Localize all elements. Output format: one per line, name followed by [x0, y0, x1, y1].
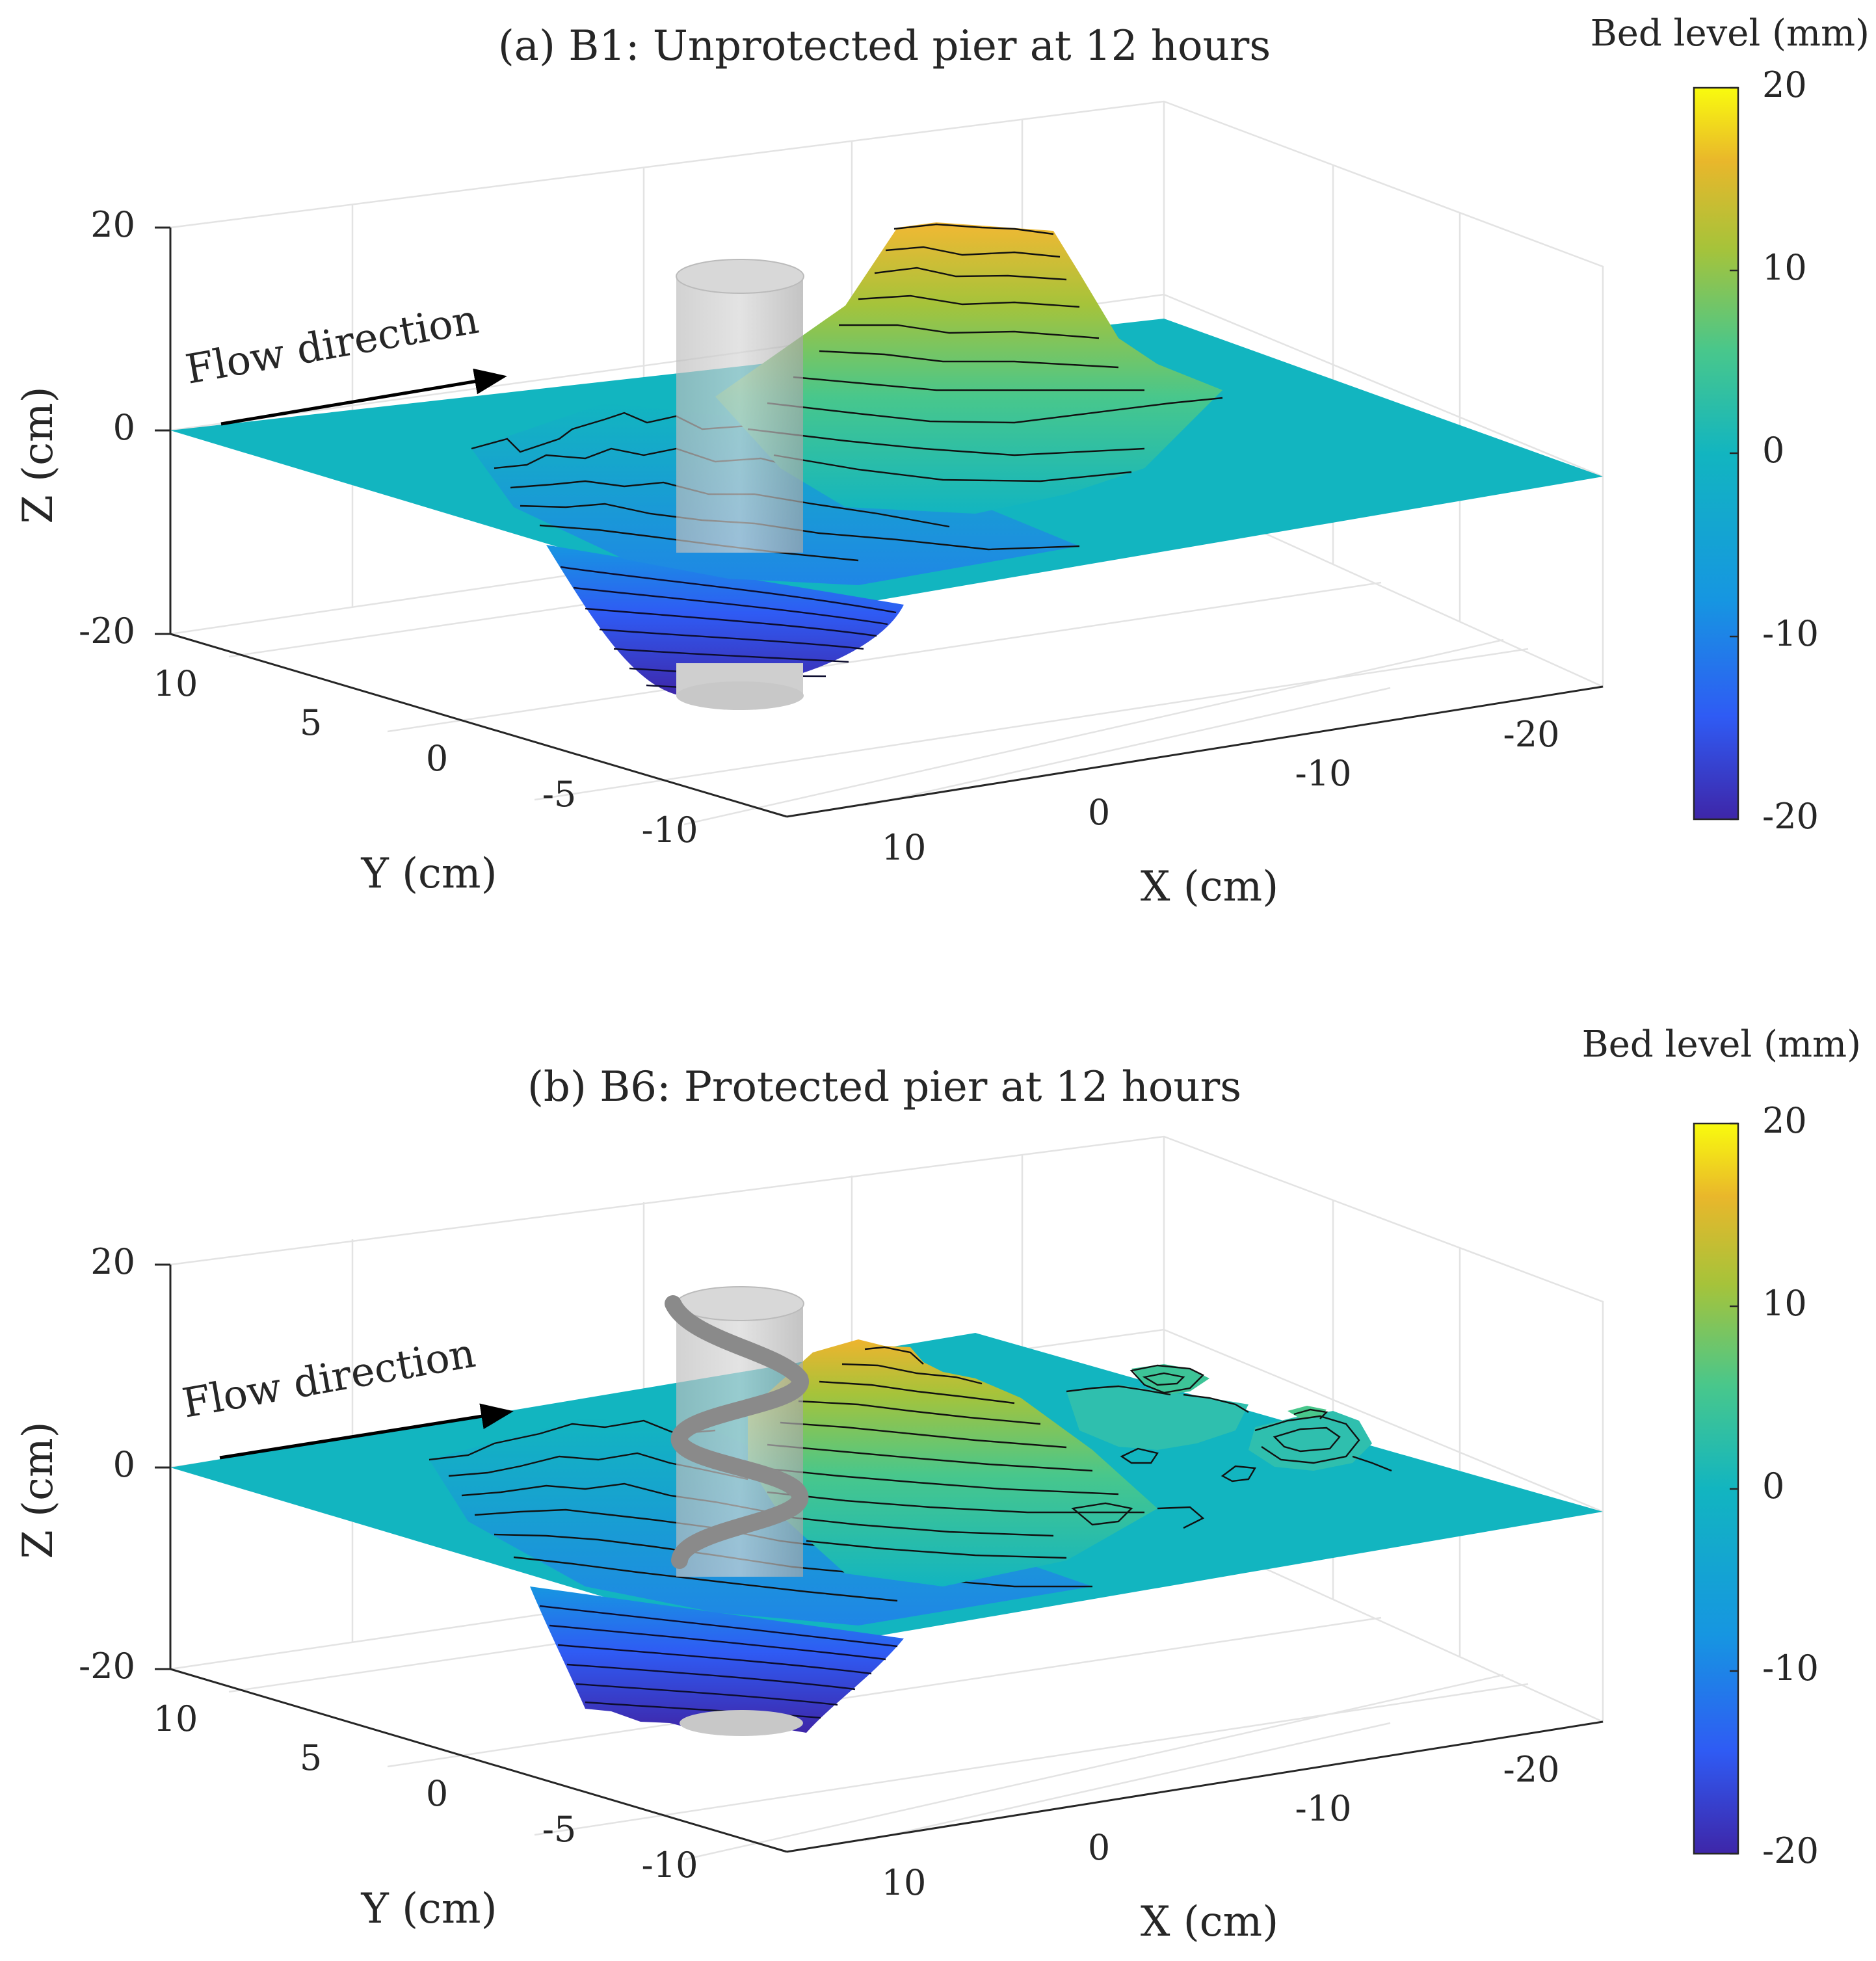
x-tick-label: -20 — [1503, 1749, 1560, 1790]
y-tick-label: 5 — [300, 702, 322, 743]
y-tick-label: 10 — [153, 1698, 198, 1739]
panel-b-y-label: Y (cm) — [360, 1885, 497, 1933]
z-tick-label: 20 — [90, 1241, 135, 1282]
colorbar-tick-label: 20 — [1762, 1100, 1807, 1141]
panel-b-helix-protection — [665, 1295, 809, 1569]
panel-a-x-ticks: 10 0 -10 -20 — [882, 714, 1560, 868]
y-tick-label: 0 — [426, 738, 448, 779]
x-tick-label: -10 — [1295, 1788, 1352, 1829]
colorbar-tick-label: 10 — [1762, 1283, 1807, 1324]
x-tick-label: 10 — [882, 827, 927, 868]
colorbar-tick-label: -10 — [1762, 613, 1819, 654]
z-tick-label: 0 — [113, 407, 135, 448]
x-tick-label: -10 — [1295, 753, 1352, 794]
colorbar-tick-label: -10 — [1762, 1648, 1819, 1689]
panel-a-scour-hole — [546, 545, 904, 697]
panel-a-x-label: X (cm) — [1141, 863, 1278, 911]
panel-b: (b) B6: Protected pier at 12 hours Bed l… — [14, 1023, 1861, 1946]
panel-a-flow-arrow — [220, 368, 507, 426]
panel-b-x-ticks: 10 0 -10 -20 — [882, 1749, 1560, 1903]
panel-a-flow-label: Flow direction — [182, 295, 482, 393]
y-tick-label: 5 — [300, 1737, 322, 1778]
panel-b-axes — [155, 1263, 1604, 1853]
panel-a: (a) B1: Unprotected pier at 12 hours — [14, 12, 1869, 911]
colorbar-tick-label: 0 — [1762, 1466, 1784, 1507]
x-tick-label: -20 — [1503, 714, 1560, 755]
panel-b-colorbar-label: Bed level (mm) — [1582, 1023, 1861, 1066]
panel-a-title: (a) B1: Unprotected pier at 12 hours — [498, 22, 1271, 70]
x-tick-label: 0 — [1088, 1827, 1110, 1868]
colorbar-tick-label: 0 — [1762, 430, 1784, 471]
colorbar-tick-label: 10 — [1762, 247, 1807, 288]
colorbar-tick-label: 20 — [1762, 64, 1807, 105]
panel-b-downstream-contours — [1066, 1364, 1392, 1529]
panel-a-pier-cylinder — [676, 259, 804, 710]
panel-b-mound-contours — [760, 1346, 1144, 1559]
panel-b-colorbar: 20 10 0 -10 -20 — [1693, 1100, 1819, 1871]
panel-b-title: (b) B6: Protected pier at 12 hours — [527, 1063, 1241, 1111]
z-tick-label: -20 — [79, 611, 135, 651]
panel-b-scour-hole — [530, 1586, 904, 1733]
y-tick-label: 0 — [426, 1773, 448, 1814]
panel-a-colorbar-label: Bed level (mm) — [1591, 12, 1869, 55]
panel-b-z-label: Z (cm) — [14, 1421, 62, 1559]
y-tick-label: 10 — [153, 663, 198, 704]
panel-a-z-ticks: 20 0 -20 — [79, 204, 135, 651]
z-tick-label: 0 — [113, 1444, 135, 1485]
panel-b-y-ticks: 10 5 0 -5 -10 — [153, 1698, 698, 1886]
y-tick-label: -5 — [542, 774, 577, 815]
panel-a-axes — [155, 226, 1604, 818]
y-tick-label: -10 — [642, 1845, 698, 1886]
panel-a-colorbar: Bed level (mm) 20 10 0 -10 -20 — [1591, 12, 1869, 837]
z-tick-label: 20 — [90, 204, 135, 245]
y-tick-label: -5 — [542, 1809, 577, 1850]
panel-b-deposition-mound — [748, 1339, 1157, 1586]
colorbar-tick-label: -20 — [1762, 796, 1819, 837]
panel-b-x-label: X (cm) — [1141, 1898, 1278, 1946]
panel-a-y-label: Y (cm) — [360, 850, 497, 898]
panel-a-z-label: Z (cm) — [14, 386, 62, 523]
y-tick-label: -10 — [642, 809, 698, 850]
panel-b-flow-arrow — [219, 1403, 514, 1460]
panel-a-back-grid — [169, 100, 1604, 826]
panel-a-y-ticks: 10 5 0 -5 -10 — [153, 663, 698, 850]
panel-b-pier-cylinder — [665, 1286, 809, 1577]
x-tick-label: 10 — [882, 1862, 927, 1903]
x-tick-label: 0 — [1088, 792, 1110, 833]
panel-b-flow-label: Flow direction — [179, 1329, 479, 1427]
panel-b-z-ticks: 20 0 -20 — [79, 1241, 135, 1687]
z-tick-label: -20 — [79, 1646, 135, 1687]
panel-a-mound-contours — [747, 223, 1223, 482]
panel-b-pier-base — [680, 1710, 803, 1736]
colorbar-tick-label: -20 — [1762, 1830, 1819, 1871]
